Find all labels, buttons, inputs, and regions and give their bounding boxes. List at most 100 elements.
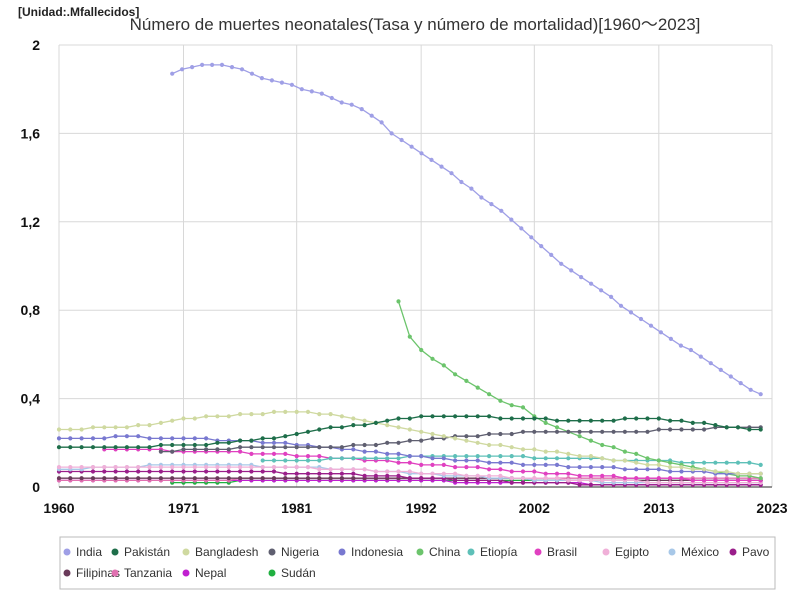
data-point — [464, 438, 469, 443]
data-point — [566, 465, 571, 470]
data-point — [294, 445, 299, 450]
data-point — [215, 469, 220, 474]
data-point — [102, 476, 107, 481]
data-point — [645, 476, 650, 481]
data-point — [124, 469, 129, 474]
y-tick-label: 2 — [32, 37, 40, 53]
data-point — [713, 469, 718, 474]
data-point — [283, 465, 288, 470]
data-point — [260, 469, 265, 474]
data-point — [645, 462, 650, 467]
data-point — [690, 467, 695, 472]
data-point — [520, 480, 526, 485]
data-point — [170, 465, 175, 470]
data-point — [748, 387, 753, 392]
data-point — [532, 447, 537, 452]
data-point — [362, 442, 367, 448]
data-point — [317, 476, 322, 481]
data-point — [339, 476, 344, 481]
legend-label: Pakistán — [124, 545, 170, 559]
data-point — [56, 445, 62, 450]
data-point — [668, 465, 673, 470]
data-point — [68, 427, 73, 432]
data-point — [294, 471, 299, 476]
data-point — [260, 476, 265, 481]
legend: India Pakistán Bangladesh Nigeria Indonesia C… — [63, 545, 770, 580]
data-point — [407, 427, 412, 432]
data-point — [498, 467, 503, 472]
data-point — [339, 414, 344, 419]
data-point — [56, 465, 62, 470]
data-point — [396, 460, 401, 465]
data-point — [385, 456, 390, 461]
data-point — [260, 458, 265, 463]
data-point — [294, 431, 299, 437]
data-point — [238, 469, 243, 474]
data-point — [102, 425, 107, 430]
data-point — [464, 378, 469, 383]
data-point — [475, 385, 480, 390]
unit-label: [Unidad:.Mfallecidos] — [18, 5, 139, 19]
data-point — [190, 65, 195, 70]
data-point — [362, 467, 367, 472]
data-point — [724, 425, 729, 430]
legend-marker — [182, 548, 190, 556]
data-point — [305, 476, 311, 481]
data-point — [588, 429, 594, 434]
series-bangladesh — [56, 409, 763, 476]
data-point — [600, 478, 605, 483]
data-point — [204, 469, 209, 474]
data-point — [158, 476, 163, 481]
data-point — [600, 465, 605, 470]
data-point — [113, 465, 118, 470]
data-point — [283, 471, 288, 476]
data-point — [124, 434, 129, 439]
data-point — [328, 467, 333, 472]
data-point — [136, 445, 141, 450]
data-point — [305, 429, 311, 434]
legend-marker — [63, 548, 71, 556]
data-point — [588, 465, 594, 470]
data-point — [475, 478, 480, 483]
data-point — [453, 471, 458, 476]
data-point — [396, 425, 401, 430]
series-pakistán — [56, 414, 763, 450]
data-point — [453, 436, 458, 441]
data-point — [219, 62, 225, 67]
data-point — [249, 438, 254, 443]
data-point — [215, 447, 220, 452]
x-tick-label: 2002 — [519, 500, 550, 516]
data-point — [543, 416, 548, 421]
data-point — [475, 414, 480, 419]
legend-item-nigeria: Nigeria — [268, 545, 319, 559]
series-china — [396, 299, 763, 481]
data-point — [554, 449, 560, 454]
data-point — [215, 440, 220, 445]
data-point — [226, 469, 231, 474]
data-point — [305, 465, 311, 470]
data-point — [611, 445, 616, 450]
series-india — [170, 62, 763, 397]
data-point — [192, 436, 197, 441]
data-point — [520, 476, 526, 481]
data-point — [238, 438, 243, 443]
data-point — [373, 469, 378, 474]
data-point — [464, 454, 469, 459]
data-point — [407, 469, 412, 474]
legend-marker — [63, 569, 71, 577]
data-point — [611, 473, 616, 478]
data-point — [668, 460, 673, 465]
data-point — [543, 449, 548, 454]
data-point — [170, 449, 175, 454]
data-point — [373, 420, 378, 425]
legend-label: India — [76, 545, 102, 559]
data-point — [351, 423, 356, 428]
data-point — [698, 354, 703, 359]
data-point — [656, 480, 661, 485]
legend-marker — [268, 548, 276, 556]
data-point — [192, 442, 197, 448]
data-point — [204, 442, 209, 448]
data-point — [239, 67, 245, 72]
data-point — [362, 449, 367, 454]
data-point — [679, 476, 684, 481]
